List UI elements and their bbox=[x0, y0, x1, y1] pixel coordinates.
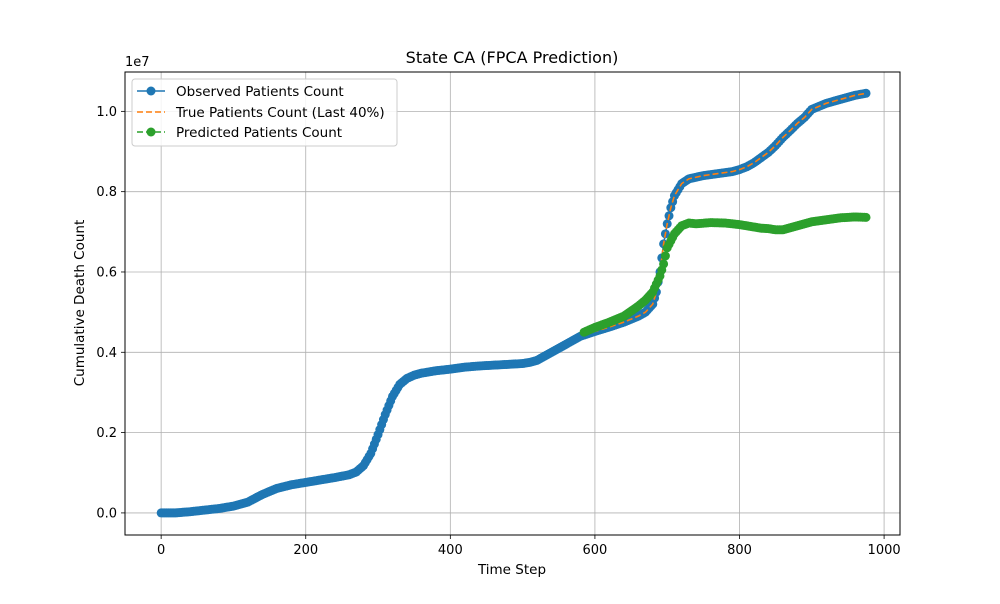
axis-ticks: 0 200 400 600 800 1000 0.0 0.2 0.4 0.6 0.8 1.0 bbox=[96, 105, 900, 558]
series-2-point bbox=[861, 212, 871, 222]
x-tick-label: 0 bbox=[157, 543, 165, 558]
legend-marker-observed bbox=[146, 86, 156, 96]
legend-entry-predicted: Predicted Patients Count bbox=[137, 125, 342, 141]
x-tick-label: 400 bbox=[438, 543, 463, 558]
series-1-line bbox=[583, 92, 867, 336]
y-axis-label: Cumulative Death Count bbox=[72, 220, 88, 387]
series-layer bbox=[156, 88, 871, 518]
series-2-group bbox=[579, 212, 871, 337]
legend: Observed Patients Count True Patients Co… bbox=[131, 78, 398, 147]
x-tick-label: 800 bbox=[727, 543, 752, 558]
legend-box bbox=[131, 78, 398, 147]
legend-marker-predicted bbox=[146, 127, 156, 137]
y-tick-label: 0.4 bbox=[96, 346, 117, 361]
chart-title: State CA (FPCA Prediction) bbox=[406, 48, 619, 67]
series-2-line bbox=[583, 216, 867, 333]
y-scale-offset: 1e7 bbox=[125, 55, 150, 70]
legend-label-observed: Observed Patients Count bbox=[176, 84, 344, 100]
legend-entry-true: True Patients Count (Last 40%) bbox=[137, 105, 385, 121]
y-tick-label: 1.0 bbox=[96, 105, 117, 120]
x-tick-label: 200 bbox=[293, 543, 318, 558]
y-tick-label: 0.2 bbox=[96, 426, 117, 441]
x-tick-label: 600 bbox=[583, 543, 608, 558]
x-axis-label: Time Step bbox=[477, 562, 546, 578]
y-tick-label: 0.0 bbox=[96, 506, 117, 521]
legend-label-predicted: Predicted Patients Count bbox=[176, 125, 342, 141]
plot-frame bbox=[124, 71, 901, 536]
y-tick-label: 0.8 bbox=[96, 185, 117, 200]
grid-lines bbox=[125, 72, 900, 535]
x-tick-label: 1000 bbox=[868, 543, 901, 558]
y-tick-label: 0.6 bbox=[96, 265, 117, 280]
legend-entry-observed: Observed Patients Count bbox=[137, 84, 344, 100]
series-1-group bbox=[583, 92, 867, 336]
series-0-line bbox=[161, 92, 867, 514]
legend-label-true: True Patients Count (Last 40%) bbox=[175, 105, 385, 121]
